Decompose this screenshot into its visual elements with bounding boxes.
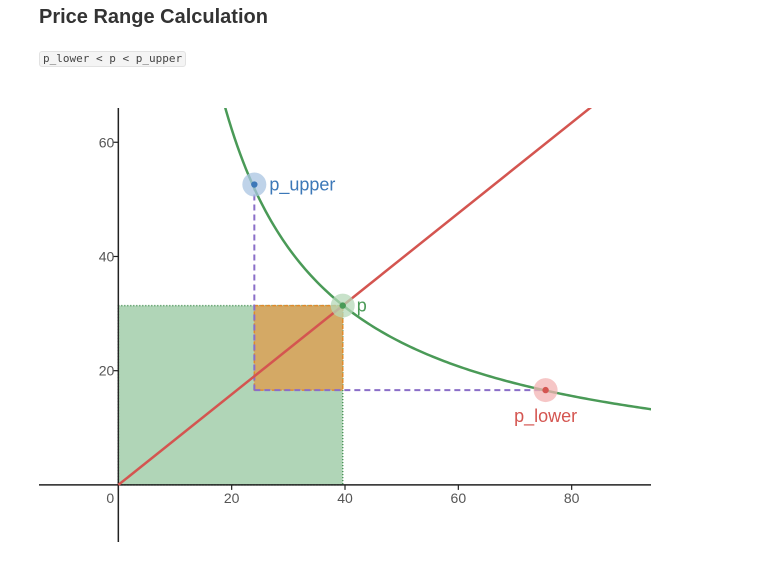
- y-tick-label: 40: [99, 248, 115, 264]
- point-p: [339, 302, 346, 309]
- y-tick-label: 60: [99, 134, 115, 150]
- x-tick-label: 80: [564, 490, 580, 506]
- x-tick-label: 0: [106, 490, 114, 506]
- page-title: Price Range Calculation: [39, 6, 268, 28]
- price-range-formula: p_lower < p < p_upper: [39, 51, 187, 67]
- x-tick-label: 20: [224, 490, 240, 506]
- x-tick-label: 60: [451, 490, 467, 506]
- point-p-lower: [542, 386, 549, 394]
- point-label-p-upper: p_upper: [269, 175, 335, 196]
- liquidity-curve: [224, 108, 651, 411]
- x-tick-label: 40: [337, 490, 353, 506]
- point-label-p-lower: p_lower: [514, 406, 577, 427]
- point-p-upper: [251, 181, 258, 188]
- price-line: [117, 108, 593, 486]
- y-tick-label: 20: [99, 363, 115, 379]
- point-label-p: p: [357, 296, 367, 316]
- active-range-region: [253, 304, 344, 391]
